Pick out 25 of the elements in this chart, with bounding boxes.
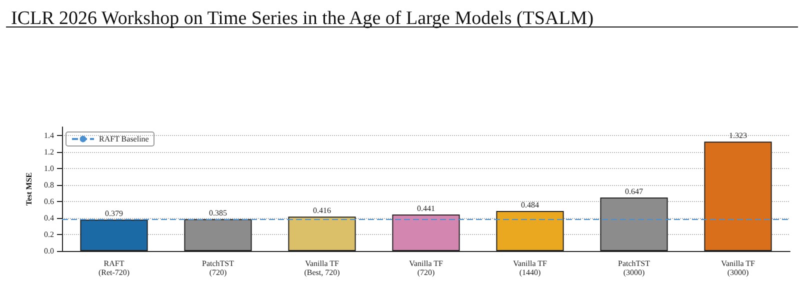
x-tick-label: RAFT (Ret-720) — [98, 259, 130, 277]
y-tick-label: 1.4 — [44, 130, 54, 140]
x-tick-label: PatchTST (720) — [202, 259, 234, 277]
data-label: 0.484 — [521, 200, 539, 210]
x-tick-label: Vanilla TF (Best, 720) — [304, 259, 340, 277]
x-tick-label: Vanilla TF (1440) — [513, 259, 548, 277]
y-tick-label: 0.6 — [44, 196, 54, 206]
y-tick-label: 1.2 — [44, 147, 54, 156]
x-tick-label: Vanilla TF (720) — [409, 259, 444, 277]
data-label: 0.379 — [105, 209, 123, 218]
y-tick-label: 0.2 — [44, 230, 54, 239]
y-axis-title: Test MSE — [24, 172, 34, 206]
y-tick-label: 0.4 — [44, 213, 54, 222]
x-tick-label: Vanilla TF (3000) — [721, 259, 756, 277]
data-label: 0.385 — [209, 208, 227, 218]
data-label: 0.416 — [313, 206, 331, 216]
chart-title: ICLR 2026 Workshop on Time Series in the Age of Large Models (TSALM) — [11, 8, 594, 29]
data-label: 0.441 — [417, 204, 435, 214]
y-tick-label: 0.8 — [44, 180, 54, 190]
data-label: 1.323 — [729, 131, 747, 140]
legend-label: RAFT Baseline — [99, 134, 150, 144]
y-tick-label: 0.0 — [44, 246, 54, 256]
x-tick-label: PatchTST (3000) — [618, 259, 650, 277]
data-label: 0.647 — [625, 187, 643, 196]
y-tick-label: 1.0 — [44, 164, 54, 173]
